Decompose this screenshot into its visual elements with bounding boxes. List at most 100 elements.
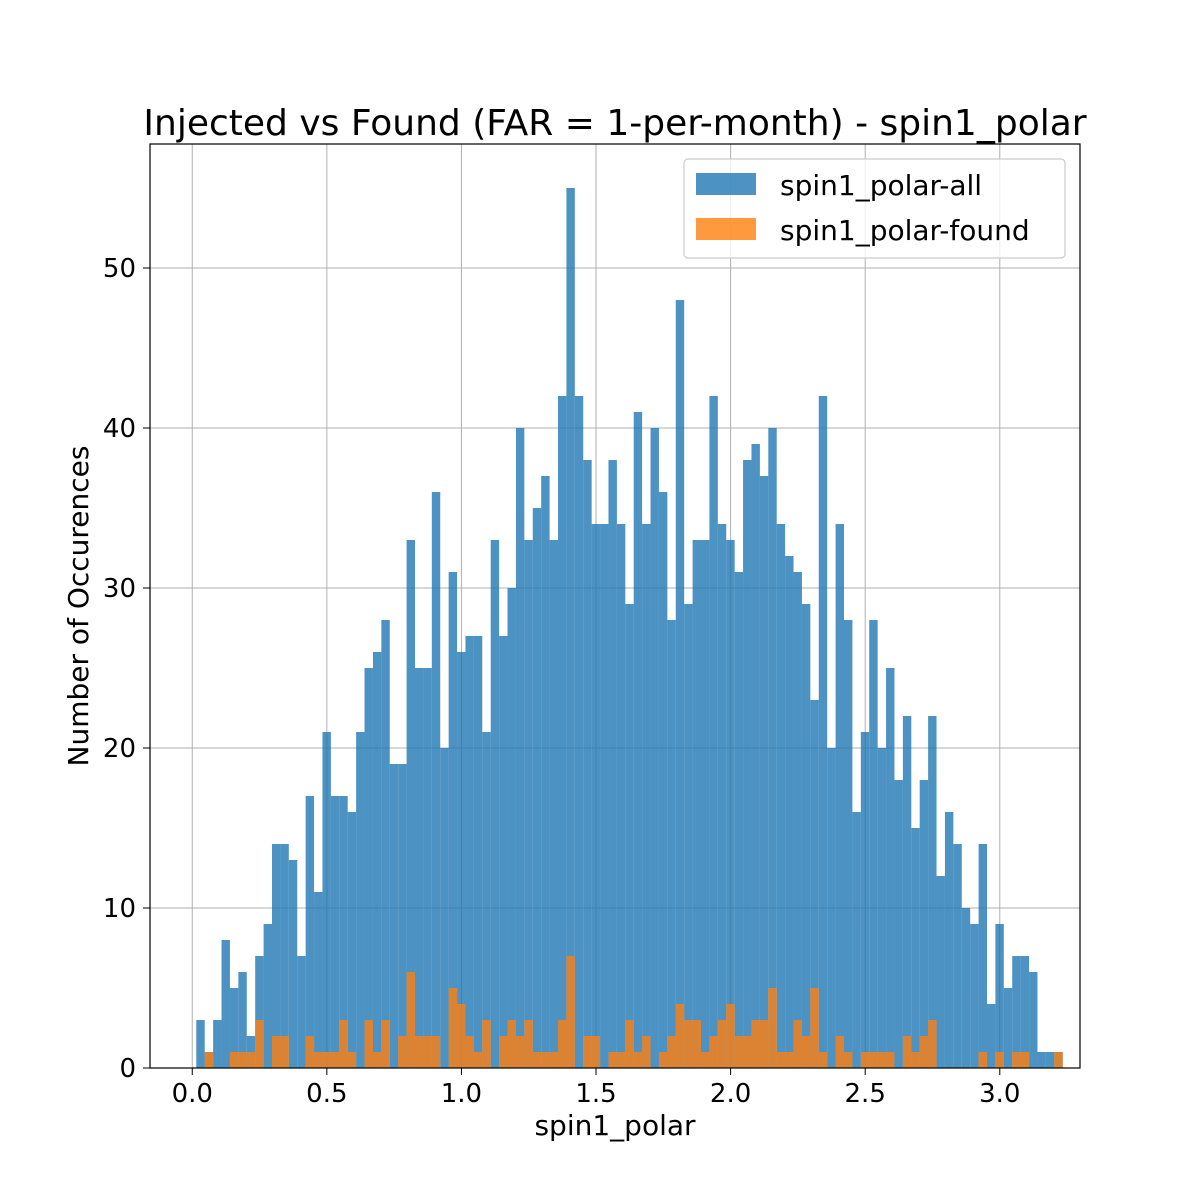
y-tick-label: 20	[103, 734, 136, 764]
bar-found	[751, 1020, 760, 1068]
bar-found	[818, 1052, 828, 1068]
bar-all	[608, 460, 617, 1068]
chart-title: Injected vs Found (FAR = 1-per-month) - …	[143, 103, 1086, 144]
bar-found	[583, 1036, 592, 1068]
bar-all	[600, 524, 609, 1068]
bar-found	[877, 1052, 887, 1068]
bar-found	[499, 1036, 508, 1068]
bar-all	[650, 428, 659, 1068]
bar-all	[314, 892, 323, 1068]
bar-all	[684, 604, 693, 1068]
bar-all	[675, 300, 685, 1068]
bar-found	[541, 1052, 550, 1068]
y-tick-label: 10	[103, 894, 136, 924]
x-tick-label: 1.0	[441, 1079, 482, 1109]
bar-all	[574, 396, 584, 1068]
bar-found	[364, 1020, 373, 1068]
x-tick-label: 0.5	[306, 1079, 347, 1109]
bar-all	[869, 620, 878, 1068]
bar-all	[541, 476, 550, 1068]
bar-all	[330, 796, 340, 1068]
bar-found	[701, 1052, 710, 1068]
legend-box	[683, 158, 1066, 259]
bar-found	[633, 1052, 643, 1068]
x-tick-label: 0.0	[172, 1079, 213, 1109]
bar-found	[423, 1036, 432, 1068]
bar-found	[314, 1052, 323, 1068]
bar-all	[692, 540, 702, 1068]
bar-all	[1037, 1052, 1046, 1068]
bar-found	[591, 1036, 601, 1068]
bar-all	[919, 780, 929, 1068]
bar-found	[482, 1020, 491, 1068]
bar-found	[372, 1052, 382, 1068]
bar-all	[1012, 956, 1021, 1068]
bar-all	[944, 812, 954, 1068]
bar-all	[389, 764, 399, 1068]
bar-all	[793, 572, 802, 1068]
bar-found	[717, 1020, 727, 1068]
bar-all	[1045, 1052, 1055, 1068]
bar-all	[852, 812, 861, 1068]
bar-all	[549, 540, 559, 1068]
bar-all	[701, 540, 710, 1068]
bar-found	[473, 1052, 483, 1068]
bar-all	[835, 524, 845, 1068]
bar-all	[961, 908, 971, 1068]
bar-all	[465, 636, 474, 1068]
bar-found	[1054, 1052, 1063, 1068]
bar-all	[297, 956, 306, 1068]
bar-found	[558, 1020, 567, 1068]
bar-found	[902, 1036, 912, 1068]
bar-all	[255, 956, 264, 1068]
bar-found	[549, 1052, 559, 1068]
bar-found	[398, 1036, 407, 1068]
bar-all	[356, 732, 365, 1068]
bar-found	[743, 1036, 752, 1068]
bar-found	[793, 1020, 802, 1068]
bar-all	[936, 876, 945, 1068]
bar-found	[532, 1052, 542, 1068]
bar-found	[978, 1052, 987, 1068]
legend-label-all: spin1_polar-all	[780, 169, 982, 202]
bar-all	[902, 716, 912, 1068]
bar-all	[566, 188, 575, 1068]
bar-all	[415, 668, 424, 1068]
bar-all	[911, 828, 920, 1068]
bar-found	[692, 1020, 702, 1068]
bar-found	[280, 1036, 289, 1068]
bar-found	[642, 1036, 651, 1068]
bar-found	[726, 1004, 735, 1068]
bar-all	[953, 844, 962, 1068]
bar-all	[482, 732, 491, 1068]
bar-found	[709, 1036, 718, 1068]
bar-found	[625, 1020, 634, 1068]
bar-all	[894, 780, 903, 1068]
bar-found	[515, 1036, 525, 1068]
bar-found	[675, 1004, 685, 1068]
x-axis-ticks: 0.0 0.5 1.0 1.5 2.0 2.5 3.0	[172, 1068, 1020, 1109]
bar-all	[1003, 988, 1013, 1068]
bar-found	[566, 956, 575, 1068]
bar-all	[305, 796, 315, 1068]
bar-all	[987, 1004, 996, 1068]
bar-all	[768, 428, 777, 1068]
bar-all	[381, 620, 390, 1068]
bar-found	[776, 1052, 786, 1068]
bar-found	[238, 1052, 247, 1068]
bar-all	[473, 636, 483, 1068]
bar-found	[608, 1052, 617, 1068]
bar-all	[717, 524, 727, 1068]
bar-found	[406, 972, 416, 1068]
y-tick-label: 30	[103, 574, 136, 604]
bar-found	[835, 1036, 845, 1068]
bar-all	[213, 1020, 222, 1068]
bar-all	[616, 524, 626, 1068]
bar-found	[768, 988, 777, 1068]
x-tick-label: 2.0	[710, 1079, 751, 1109]
bar-all	[457, 652, 466, 1068]
bar-found	[457, 1004, 466, 1068]
bar-all	[860, 732, 870, 1068]
y-axis-ticks: 0 10 20 30 40 50	[103, 254, 150, 1084]
bar-found	[919, 1036, 929, 1068]
